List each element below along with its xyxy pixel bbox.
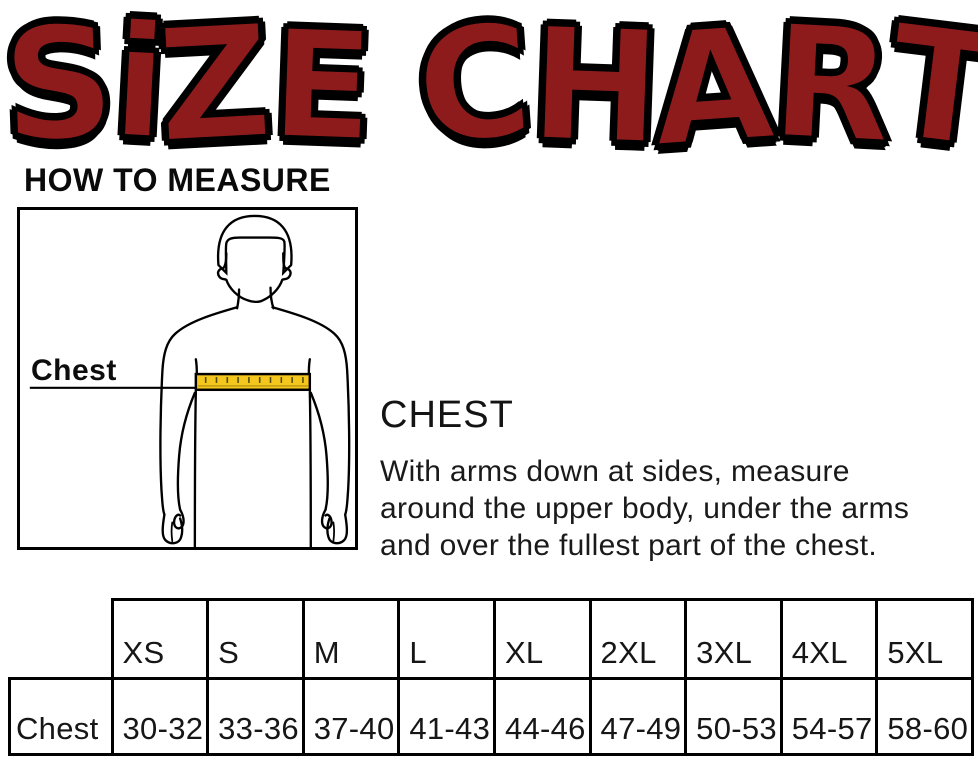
measurement-diagram-box: Chest [17, 207, 358, 550]
size-header-4xl: 4XL [779, 598, 879, 680]
empty-corner-cell [10, 600, 113, 679]
chest-instructions: CHEST With arms down at sides, measure a… [380, 394, 975, 564]
right-finger-line [332, 521, 336, 542]
torso-illustration [29, 214, 351, 547]
size-header-xs: XS [110, 598, 210, 680]
hair [216, 214, 293, 276]
left-arm-outer [159, 306, 239, 545]
chest-value-3xl: 50-53 [684, 677, 783, 756]
instruction-line-3: and over the fullest part of the chest. [380, 529, 877, 562]
chest-measure-label: Chest [31, 354, 117, 387]
right-arm-outer [271, 306, 351, 545]
chest-value-s: 33-36 [206, 677, 305, 756]
how-to-measure-heading: HOW TO MEASURE [24, 162, 331, 198]
chest-values-row: Chest 30-32 33-36 37-40 41-43 44-46 47-4… [8, 677, 974, 756]
size-header-3xl: 3XL [684, 598, 783, 680]
left-thumb [172, 508, 185, 530]
size-header-xl: XL [492, 598, 592, 680]
face [216, 252, 292, 304]
size-header-m: M [301, 598, 401, 680]
chest-value-xs: 30-32 [110, 677, 210, 756]
tape-tick-marks [204, 377, 304, 383]
chest-value-4xl: 54-57 [779, 677, 879, 756]
chest-value-l: 41-43 [397, 677, 496, 756]
size-header-5xl: 5XL [875, 598, 974, 680]
right-thumb [320, 508, 333, 530]
size-header-l: L [397, 598, 496, 680]
left-finger-line [170, 521, 174, 542]
size-header-2xl: 2XL [588, 598, 688, 680]
size-header-row: XS S M L XL 2XL 3XL 4XL 5XL [10, 598, 974, 680]
right-arm-inner [309, 391, 330, 511]
chest-instruction-text: With arms down at sides, measure around … [380, 453, 975, 564]
neck-left [235, 288, 241, 310]
torso-outline [159, 214, 351, 547]
instruction-line-1: With arms down at sides, measure [380, 455, 850, 488]
chest-heading: CHEST [380, 394, 514, 436]
instruction-line-2: around the upper body, under the arms [380, 492, 910, 525]
measuring-tape [194, 372, 312, 392]
torso-right-edge [308, 390, 312, 547]
right-armpit [307, 358, 311, 376]
neck-right [269, 286, 275, 310]
chest-value-2xl: 47-49 [588, 677, 688, 756]
chest-value-m: 37-40 [301, 677, 401, 756]
row-label-chest: Chest [8, 677, 114, 756]
left-arm-inner [176, 391, 197, 511]
chest-value-5xl: 58-60 [875, 677, 974, 756]
size-table: XS S M L XL 2XL 3XL 4XL 5XL Chest 30-32 … [8, 598, 974, 756]
size-header-s: S [206, 598, 305, 680]
left-armpit [194, 358, 199, 376]
chest-value-xl: 44-46 [492, 677, 592, 756]
page-title: SiZE CHART [0, 0, 978, 184]
torso-left-edge [193, 390, 198, 547]
